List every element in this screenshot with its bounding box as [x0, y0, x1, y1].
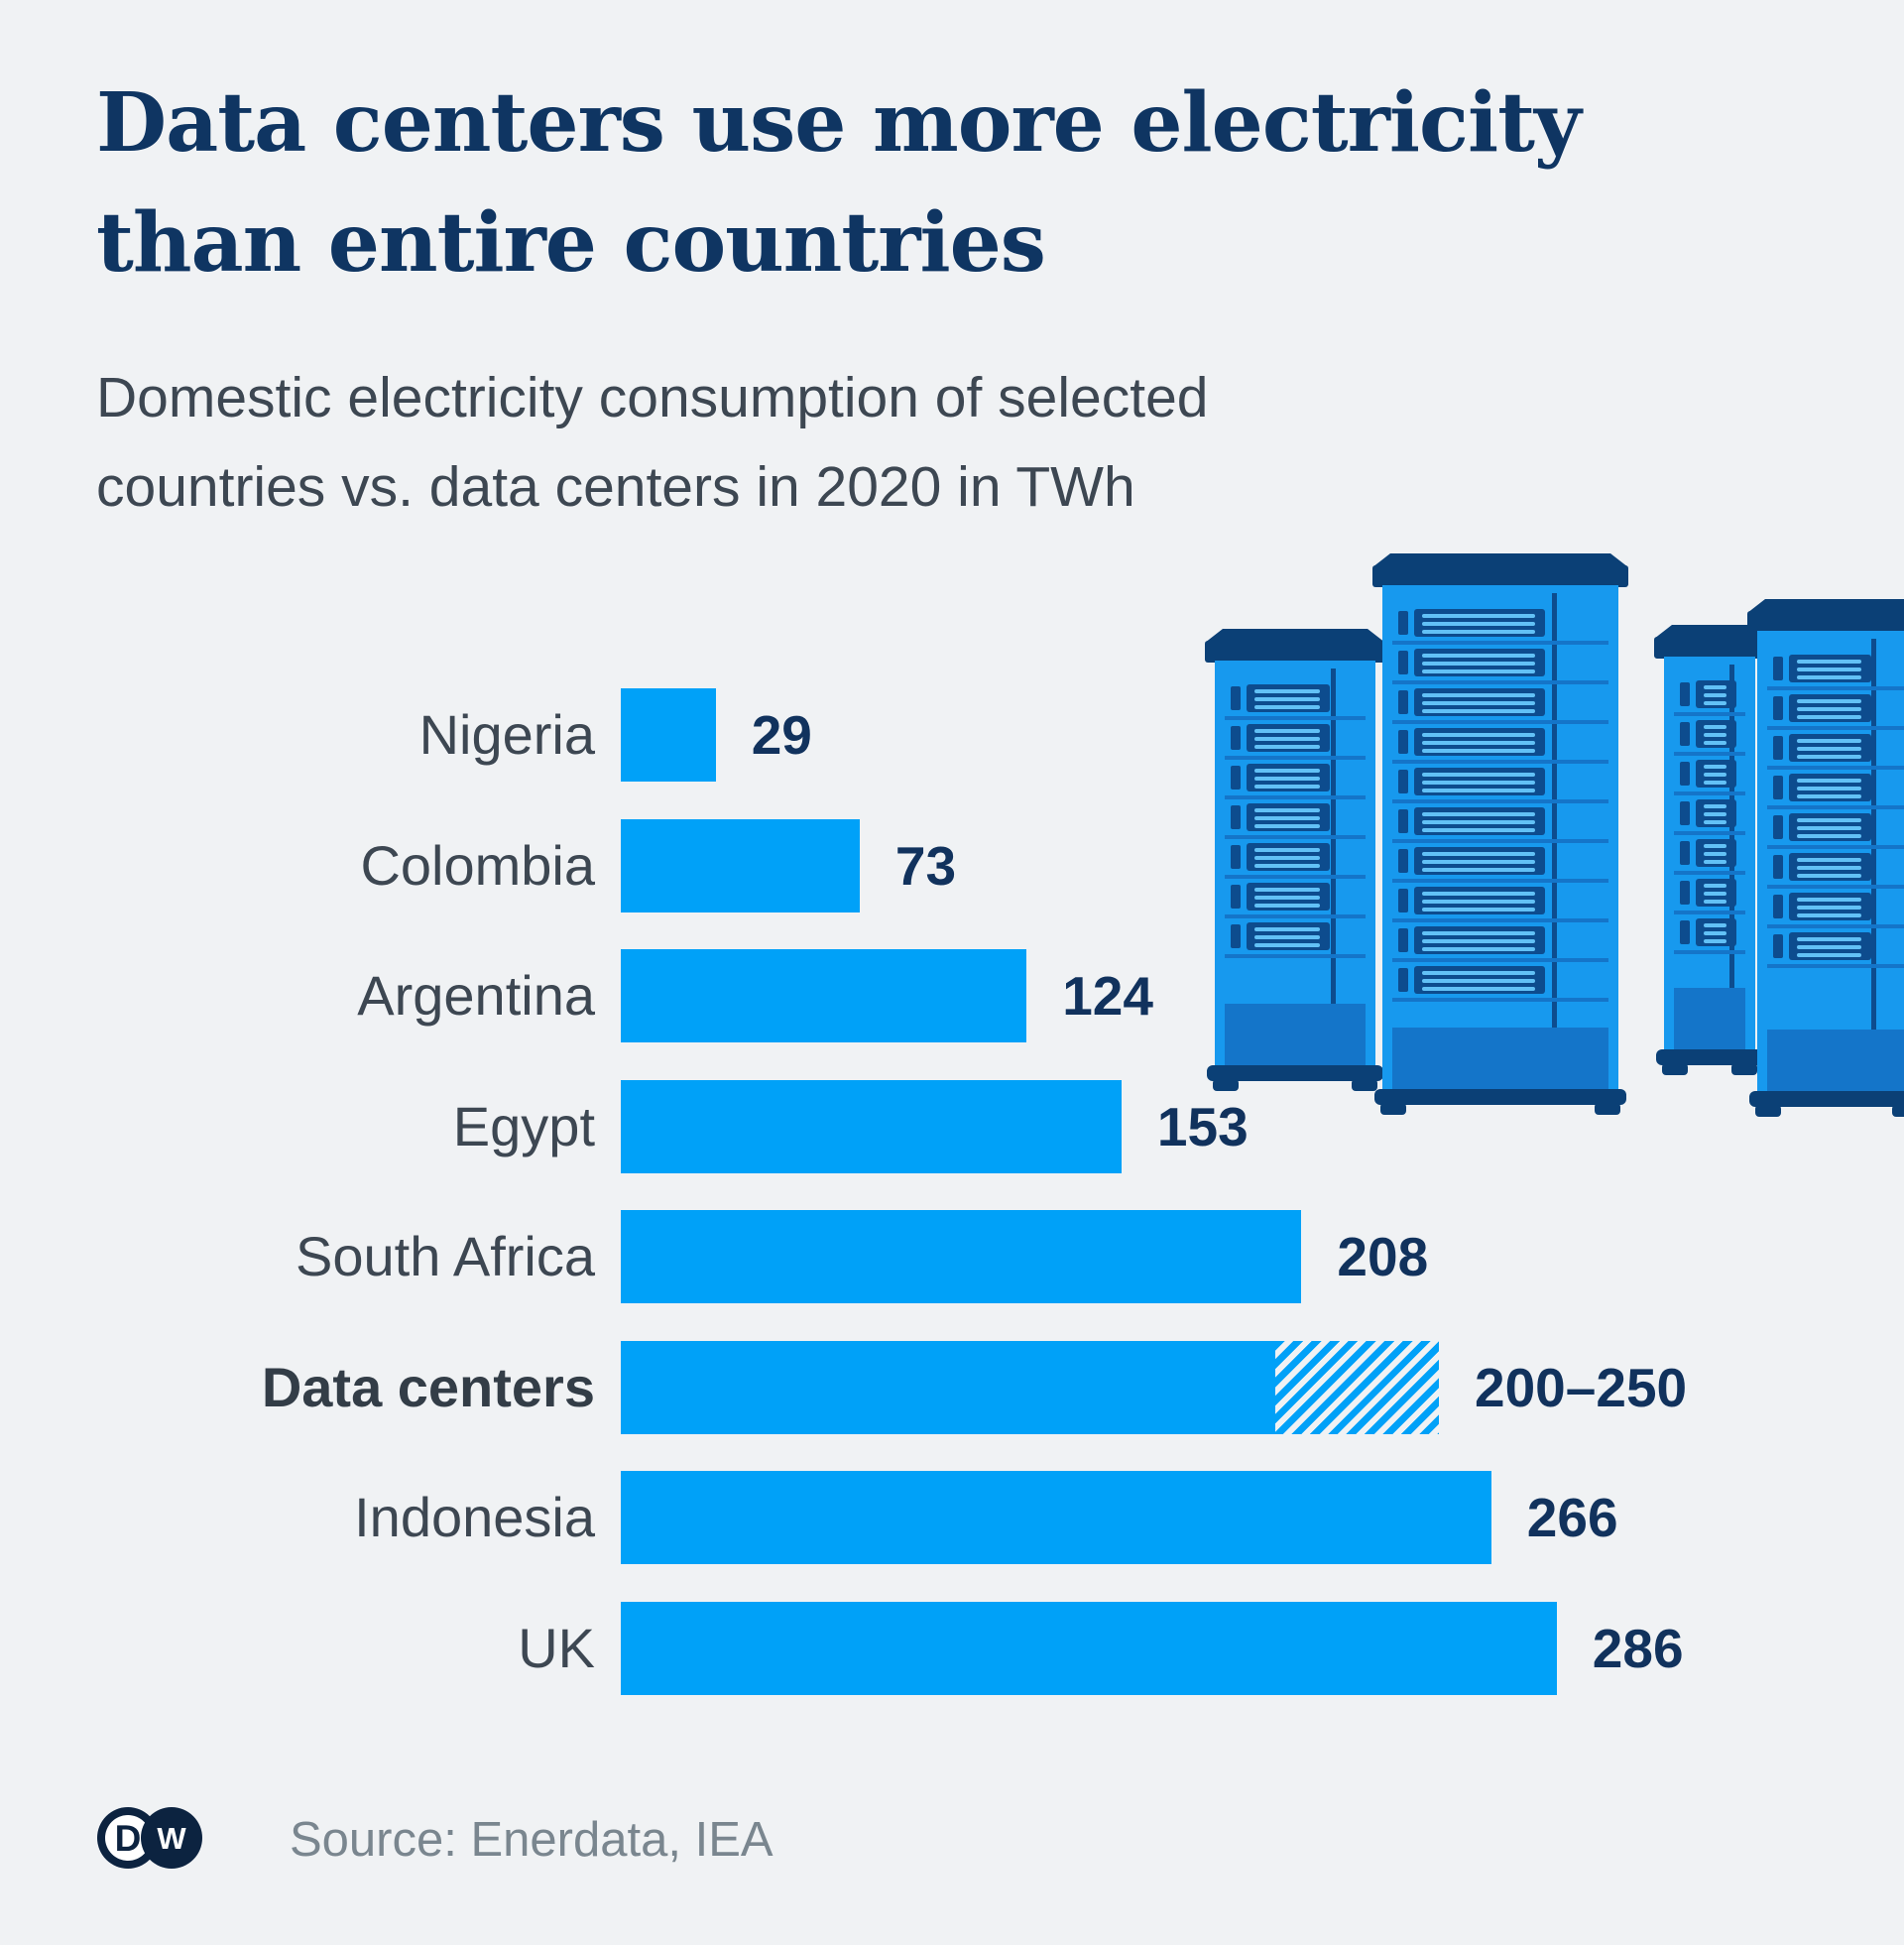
value-label: 208 — [1337, 1226, 1429, 1287]
bar-group: 153 — [621, 1079, 1249, 1173]
dw-logo-right-disc — [141, 1807, 202, 1869]
server-racks-illustration — [1205, 553, 1904, 1117]
bar — [621, 1340, 1275, 1434]
bar — [621, 688, 716, 782]
dw-logo-letter-d: D — [115, 1818, 142, 1859]
bar-group: 73 — [621, 818, 957, 912]
category-label: Colombia — [360, 833, 595, 897]
chart-row: South Africa 208 — [0, 1210, 1904, 1341]
bar — [621, 949, 1027, 1042]
category-label: Indonesia — [354, 1486, 595, 1548]
bar — [621, 1601, 1557, 1695]
page-title: Data centers use more electricity than e… — [96, 63, 1582, 304]
bar-hatched-segment — [1275, 1340, 1439, 1434]
source-text: Source: Enerdata, IEA — [290, 1813, 774, 1867]
category-label: Data centers — [261, 1355, 595, 1418]
subtitle-line-1: Domestic electricity consumption of sele… — [96, 366, 1209, 429]
chart-subtitle: Domestic electricity consumption of sele… — [96, 353, 1208, 532]
server-rack-back — [1654, 625, 1765, 1075]
chart-row: Colombia 73 — [0, 818, 1904, 950]
title-line-1: Data centers use more electricity — [96, 75, 1582, 171]
category-label: UK — [518, 1616, 595, 1679]
bar — [621, 1079, 1122, 1173]
value-label: 73 — [894, 834, 957, 897]
value-label: 266 — [1526, 1487, 1618, 1548]
server-rack-right — [1747, 599, 1904, 1117]
chart-row: Data centers 200–250 — [0, 1340, 1904, 1472]
subtitle-line-2: countries vs. data centers in 2020 in TW… — [96, 455, 1135, 519]
value-label: 200–250 — [1475, 1356, 1688, 1418]
chart-row: Argentina 124 — [0, 949, 1904, 1080]
server-rack-left — [1205, 629, 1385, 1091]
bar — [621, 818, 860, 912]
value-label: 29 — [751, 704, 812, 766]
bar-group: 29 — [621, 688, 812, 782]
chart-row: UK 286 — [0, 1601, 1904, 1733]
dw-logo-letter-w: W — [157, 1821, 186, 1856]
bar — [621, 1210, 1302, 1303]
value-label: 153 — [1156, 1095, 1249, 1157]
bar — [621, 1471, 1491, 1564]
value-label: 286 — [1592, 1617, 1684, 1679]
bar-group: 200–250 — [621, 1340, 1688, 1434]
chart-row: Egypt 153 — [0, 1079, 1904, 1211]
bar-group: 124 — [621, 949, 1153, 1042]
chart-row: Nigeria 29 — [0, 688, 1904, 819]
category-label: Argentina — [357, 964, 595, 1027]
bar-group: 208 — [621, 1210, 1428, 1303]
bar-group: 266 — [621, 1471, 1618, 1564]
bar-chart: Nigeria 29 Colombia 73 Argentina 124 Egy… — [0, 688, 1904, 1732]
dw-logo: D W — [97, 1807, 202, 1869]
title-line-2: than entire countries — [96, 195, 1046, 291]
server-rack-front — [1372, 553, 1628, 1115]
category-label: Egypt — [452, 1094, 595, 1157]
value-label: 124 — [1062, 965, 1153, 1027]
category-label: South Africa — [296, 1225, 595, 1287]
dw-logo-left-inner — [105, 1815, 151, 1861]
bar-group: 286 — [621, 1601, 1684, 1695]
category-label: Nigeria — [418, 703, 595, 766]
chart-row: Indonesia 266 — [0, 1471, 1904, 1602]
